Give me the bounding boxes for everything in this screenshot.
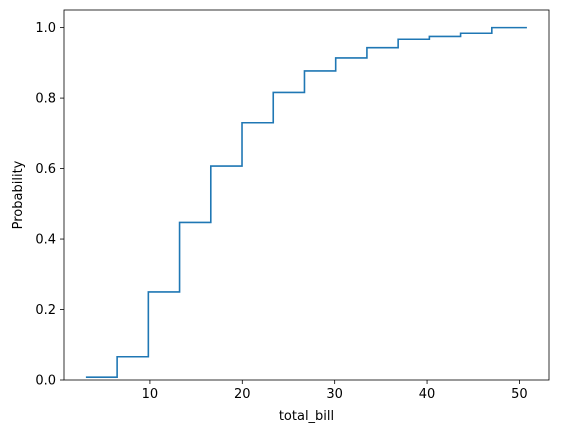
y-axis: 0.0 0.2 0.4 0.6 0.8 1.0 [35,21,64,389]
axes-frame [63,9,550,381]
y-axis-label: Probability [11,160,26,229]
x-axis-label: total_bill [279,409,334,424]
x-tick-label: 30 [326,387,343,402]
ecdf-step-line [85,26,527,378]
x-axis: 10 20 30 40 50 [142,380,528,402]
y-tick-label: 0.2 [35,303,56,318]
y-tick-label: 0.6 [35,162,56,177]
plot-area [85,26,527,378]
y-tick-label: 1.0 [35,21,56,36]
x-tick-label: 10 [142,387,159,402]
y-tick-label: 0.8 [35,92,56,107]
y-tick-label: 0.0 [35,374,56,389]
x-tick-label: 50 [511,387,528,402]
x-tick-label: 40 [419,387,436,402]
y-tick-label: 0.4 [35,233,56,248]
x-tick-label: 20 [234,387,251,402]
